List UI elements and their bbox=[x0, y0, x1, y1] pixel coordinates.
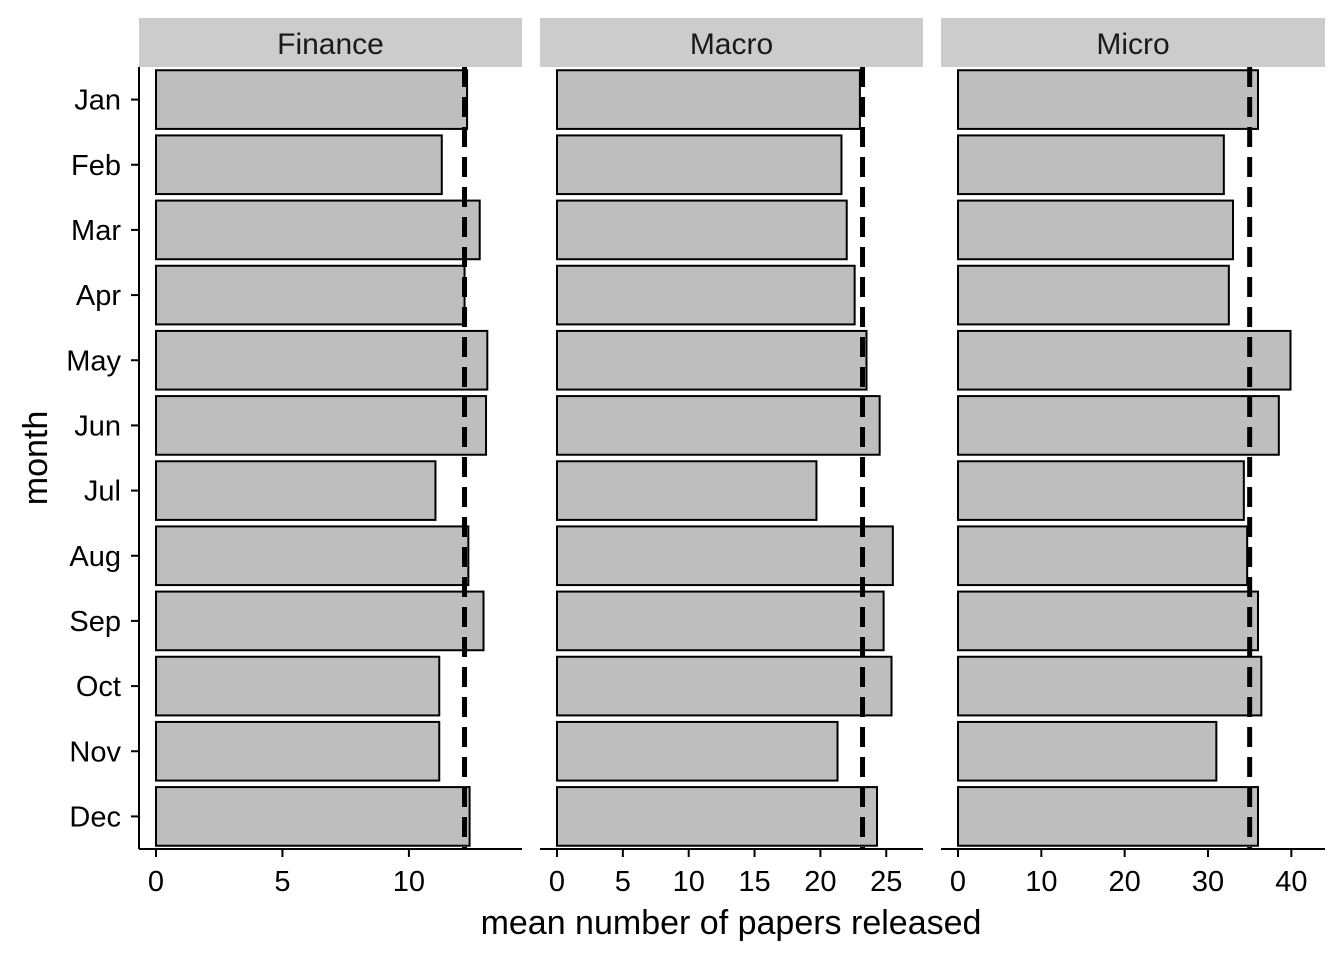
bar-finance-sep bbox=[155, 590, 485, 652]
bar-macro-may bbox=[556, 329, 868, 391]
bar-micro-mar bbox=[957, 199, 1234, 261]
bar-micro-jul bbox=[957, 460, 1245, 521]
y-tick-label-sep: Sep bbox=[69, 606, 121, 638]
bar-finance-nov bbox=[155, 720, 441, 782]
strip-macro bbox=[540, 18, 923, 67]
bar-micro-feb bbox=[957, 134, 1225, 196]
bar-finance-aug bbox=[155, 525, 470, 587]
panel-macro: Macro 0 5 10 15 20 25 bbox=[540, 18, 923, 898]
bar-finance-apr bbox=[155, 264, 466, 326]
bar-micro-jan bbox=[957, 69, 1259, 130]
x-tick-label-micro-40: 40 bbox=[1275, 866, 1307, 898]
bar-macro-oct bbox=[556, 655, 893, 717]
y-tick-label-nov: Nov bbox=[69, 736, 121, 768]
y-tick-label-jun: Jun bbox=[74, 410, 121, 442]
x-tick-label-macro-15: 15 bbox=[738, 866, 770, 898]
bar-finance-mar bbox=[155, 199, 481, 261]
y-axis: Jan Feb Mar Apr May Jun Jul Aug Sep Oct Nov Dec bbox=[66, 67, 140, 849]
y-tick-label-aug: Aug bbox=[69, 541, 121, 573]
bar-macro-jul bbox=[556, 460, 818, 521]
bar-finance-oct bbox=[155, 655, 441, 717]
x-tick-label-macro-10: 10 bbox=[673, 866, 705, 898]
bar-micro-jun bbox=[957, 395, 1280, 456]
bar-micro-oct bbox=[957, 655, 1263, 717]
x-tick-label-micro-0: 0 bbox=[950, 866, 966, 898]
strip-micro bbox=[941, 18, 1325, 67]
panels-layer: Finance 0 5 10 Macro 0 5 10 15 20 25 Micro 0 10 20 30 40 bbox=[139, 18, 1325, 898]
x-tick-label-micro-30: 30 bbox=[1192, 866, 1224, 898]
bar-micro-sep bbox=[957, 590, 1259, 652]
x-tick-label-finance-10: 10 bbox=[393, 866, 425, 898]
bar-macro-aug bbox=[556, 525, 894, 587]
bar-macro-jun bbox=[556, 395, 881, 456]
bar-finance-may bbox=[155, 329, 489, 391]
bar-macro-feb bbox=[556, 134, 843, 196]
bar-micro-aug bbox=[957, 525, 1249, 587]
strip-label-micro: Micro bbox=[1096, 28, 1169, 61]
strip-label-macro: Macro bbox=[690, 28, 773, 61]
bar-finance-jun bbox=[155, 395, 488, 456]
bar-micro-may bbox=[957, 329, 1292, 391]
bar-micro-apr bbox=[957, 264, 1230, 326]
bar-macro-dec bbox=[556, 786, 879, 847]
y-tick-label-apr: Apr bbox=[76, 280, 121, 312]
strip-label-finance: Finance bbox=[277, 28, 384, 61]
bar-micro-dec bbox=[957, 786, 1259, 847]
bar-macro-sep bbox=[556, 590, 885, 652]
x-tick-label-macro-5: 5 bbox=[615, 866, 631, 898]
x-tick-label-micro-10: 10 bbox=[1025, 866, 1057, 898]
bar-macro-apr bbox=[556, 264, 856, 326]
bar-macro-mar bbox=[556, 199, 848, 261]
y-tick-label-feb: Feb bbox=[71, 150, 121, 182]
x-axis-title: mean number of papers released bbox=[481, 904, 982, 942]
x-tick-label-macro-20: 20 bbox=[804, 866, 836, 898]
panel-finance: Finance 0 5 10 bbox=[139, 18, 522, 898]
y-tick-label-mar: Mar bbox=[71, 215, 121, 247]
y-tick-label-oct: Oct bbox=[76, 671, 121, 703]
x-tick-label-micro-20: 20 bbox=[1109, 866, 1141, 898]
x-tick-label-finance-0: 0 bbox=[148, 866, 164, 898]
bar-micro-nov bbox=[957, 720, 1218, 782]
y-tick-label-jan: Jan bbox=[74, 85, 121, 117]
y-tick-label-may: May bbox=[66, 345, 121, 377]
bar-macro-nov bbox=[556, 720, 839, 782]
panel-micro: Micro 0 10 20 30 40 bbox=[941, 18, 1325, 898]
strip-finance bbox=[139, 18, 522, 67]
y-axis-title: month bbox=[17, 411, 55, 506]
bar-finance-jan bbox=[155, 69, 469, 130]
x-tick-label-macro-0: 0 bbox=[549, 866, 565, 898]
bar-finance-dec bbox=[155, 786, 471, 847]
y-tick-label-jul: Jul bbox=[84, 476, 121, 508]
y-tick-label-dec: Dec bbox=[69, 801, 121, 833]
bar-finance-feb bbox=[155, 134, 443, 196]
x-tick-label-finance-5: 5 bbox=[274, 866, 290, 898]
bar-finance-jul bbox=[155, 460, 437, 521]
x-tick-label-macro-25: 25 bbox=[870, 866, 902, 898]
bar-macro-jan bbox=[556, 69, 861, 130]
